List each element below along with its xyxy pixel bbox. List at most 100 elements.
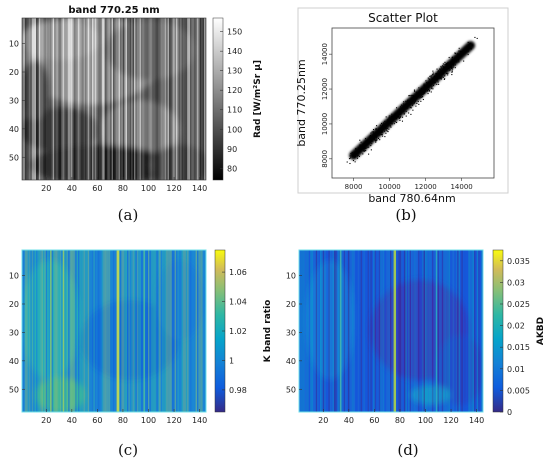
texture-stripe	[415, 250, 417, 412]
scatter-point	[419, 92, 421, 94]
scatter-point	[373, 138, 375, 140]
texture-stripe	[195, 18, 197, 180]
scatter-point	[363, 150, 365, 152]
scatter-point	[447, 72, 449, 74]
scatter-point	[398, 112, 400, 114]
texture-stripe	[117, 18, 119, 180]
scatter-point	[375, 128, 377, 130]
scatter-point	[420, 100, 422, 102]
y-tick-label: 10	[9, 272, 19, 281]
texture-stripe	[190, 250, 192, 412]
texture-stripe	[198, 18, 200, 180]
texture-stripe	[103, 18, 105, 180]
scatter-point	[403, 112, 405, 114]
scatter-point	[449, 67, 451, 69]
scatter-point	[440, 67, 442, 69]
scatter-point	[350, 153, 352, 155]
texture-stripe	[460, 250, 462, 412]
texture-stripe	[138, 18, 140, 180]
scatter-point	[419, 96, 421, 98]
scatter-point	[374, 135, 376, 138]
colorbar-tick-label: 120	[227, 86, 242, 95]
scatter-point	[379, 124, 381, 126]
texture-stripe	[334, 250, 336, 412]
scatter-point	[468, 44, 470, 46]
scatter-point	[430, 76, 432, 78]
texture-stripe	[306, 250, 308, 412]
scatter-point	[403, 113, 405, 115]
scatter-point	[443, 70, 445, 72]
texture-stripe	[474, 250, 476, 412]
scatter-point	[388, 117, 390, 119]
texture-stripe	[85, 250, 87, 412]
x-tick-label: 140	[469, 416, 484, 425]
scatter-point	[387, 131, 389, 133]
scatter-point	[458, 59, 460, 61]
texture-stripe	[472, 250, 474, 412]
scatter-point	[406, 102, 408, 104]
scatter-point	[415, 105, 417, 107]
scatter-point	[401, 116, 404, 118]
texture-stripe	[139, 18, 141, 180]
y-tick-label: 30	[286, 328, 296, 337]
y-tick-label: 40	[9, 125, 19, 134]
scatter-point	[395, 118, 397, 120]
texture-stripe	[378, 250, 381, 412]
texture-stripe	[173, 250, 175, 412]
texture-stripe	[164, 18, 167, 180]
texture-stripe	[398, 250, 400, 412]
scatter-point	[424, 91, 426, 93]
y-tick-label: 20	[9, 300, 19, 309]
scatter-point	[370, 141, 372, 143]
scatter-point	[391, 115, 393, 117]
colorbar-tick-label: 0.025	[507, 300, 530, 309]
texture-stripe	[383, 250, 385, 412]
scatter-point	[384, 130, 386, 132]
texture-stripe	[197, 250, 199, 412]
scatter-point	[442, 65, 444, 67]
texture-stripe	[152, 250, 154, 412]
scatter-point	[415, 91, 417, 93]
texture-stripe	[171, 18, 174, 180]
texture-stripe	[177, 250, 179, 412]
texture-stripe	[409, 250, 411, 412]
texture-stripe	[190, 18, 192, 180]
texture-stripe	[446, 250, 448, 412]
texture-stripe	[159, 250, 161, 412]
texture-stripe	[324, 250, 326, 412]
scatter-point	[371, 136, 373, 138]
scatter-point	[366, 142, 368, 145]
scatter-point	[377, 137, 380, 140]
scatter-point	[410, 98, 412, 100]
scatter-point	[427, 77, 429, 79]
scatter-point	[383, 126, 385, 128]
scatter-point	[364, 147, 366, 149]
texture-stripe	[202, 18, 204, 180]
scatter-point	[462, 52, 464, 54]
panel-b-x-ticks: 8000 10000 12000 14000	[345, 178, 473, 191]
texture-stripe	[78, 250, 80, 412]
texture-stripe	[317, 250, 319, 412]
scatter-point	[424, 89, 426, 91]
scatter-point	[460, 55, 462, 57]
scatter-point	[454, 58, 456, 60]
scatter-point	[365, 140, 367, 142]
scatter-point	[411, 100, 413, 102]
texture-stripe	[142, 18, 144, 180]
texture-stripe	[101, 250, 104, 412]
scatter-point	[441, 73, 443, 76]
scatter-point	[435, 76, 437, 78]
texture-stripe	[65, 250, 67, 412]
texture-stripe	[191, 250, 193, 412]
texture-stripe	[440, 250, 442, 412]
texture-stripe	[199, 18, 202, 180]
scatter-point	[372, 131, 374, 133]
scatter-point	[390, 115, 392, 117]
scatter-point	[450, 66, 452, 68]
scatter-point	[368, 153, 370, 155]
texture-stripe	[131, 18, 133, 180]
scatter-point	[388, 115, 390, 117]
texture-stripe	[114, 18, 116, 180]
scatter-point	[428, 88, 430, 90]
texture-stripe	[464, 250, 466, 412]
